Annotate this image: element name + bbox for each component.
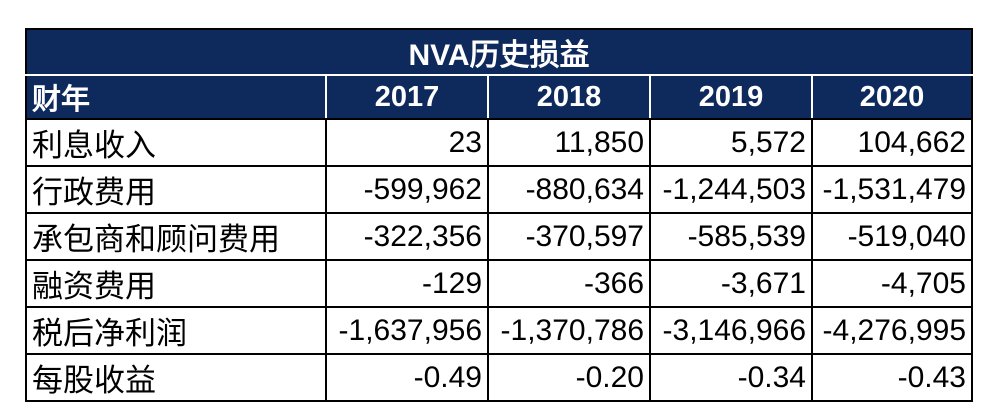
table-cell: -585,539 (649, 212, 813, 261)
row-label-admin-expenses: 行政费用 (25, 165, 327, 214)
table-cell: -3,146,966 (649, 306, 813, 355)
table-cell: -519,040 (811, 212, 973, 261)
table-cell: -370,597 (487, 212, 651, 261)
table-cell: -366 (487, 259, 651, 308)
table-cell: 5,572 (649, 118, 813, 167)
table-title-row: NVA历史损益 (25, 28, 973, 76)
table-cell: 104,662 (811, 118, 973, 167)
table-cell: -1,370,786 (487, 306, 651, 355)
table-cell: -0.49 (325, 353, 489, 402)
financial-table-container: NVA历史损益 财年 2017 2018 2019 2020 利息收入 23 1… (25, 28, 973, 402)
row-label-contractor-fees: 承包商和顾问费用 (25, 212, 327, 261)
table-cell: -3,671 (649, 259, 813, 308)
table-cell: -129 (325, 259, 489, 308)
table-cell: -0.20 (487, 353, 651, 402)
year-header-2019: 2019 (649, 74, 813, 120)
table-header-row: 财年 2017 2018 2019 2020 (25, 74, 973, 120)
table-title: NVA历史损益 (25, 28, 973, 76)
year-header-2017: 2017 (325, 74, 489, 120)
row-label-eps: 每股收益 (25, 353, 327, 402)
year-header-2020: 2020 (811, 74, 973, 120)
income-statement-table: NVA历史损益 财年 2017 2018 2019 2020 利息收入 23 1… (25, 28, 973, 402)
table-row: 融资费用 -129 -366 -3,671 -4,705 (25, 259, 973, 308)
table-cell: -1,244,503 (649, 165, 813, 214)
fiscal-year-header: 财年 (25, 74, 327, 120)
table-row: 承包商和顾问费用 -322,356 -370,597 -585,539 -519… (25, 212, 973, 261)
table-cell: -0.43 (811, 353, 973, 402)
table-cell: -322,356 (325, 212, 489, 261)
table-cell: -1,531,479 (811, 165, 973, 214)
table-cell: -880,634 (487, 165, 651, 214)
table-cell: -4,705 (811, 259, 973, 308)
row-label-net-profit: 税后净利润 (25, 306, 327, 355)
table-cell: -599,962 (325, 165, 489, 214)
table-row: 税后净利润 -1,637,956 -1,370,786 -3,146,966 -… (25, 306, 973, 355)
year-header-2018: 2018 (487, 74, 651, 120)
row-label-interest-income: 利息收入 (25, 118, 327, 167)
table-row: 利息收入 23 11,850 5,572 104,662 (25, 118, 973, 167)
table-row: 每股收益 -0.49 -0.20 -0.34 -0.43 (25, 353, 973, 402)
table-cell: -4,276,995 (811, 306, 973, 355)
table-cell: 23 (325, 118, 489, 167)
row-label-finance-costs: 融资费用 (25, 259, 327, 308)
table-row: 行政费用 -599,962 -880,634 -1,244,503 -1,531… (25, 165, 973, 214)
table-cell: -1,637,956 (325, 306, 489, 355)
table-cell: -0.34 (649, 353, 813, 402)
table-cell: 11,850 (487, 118, 651, 167)
